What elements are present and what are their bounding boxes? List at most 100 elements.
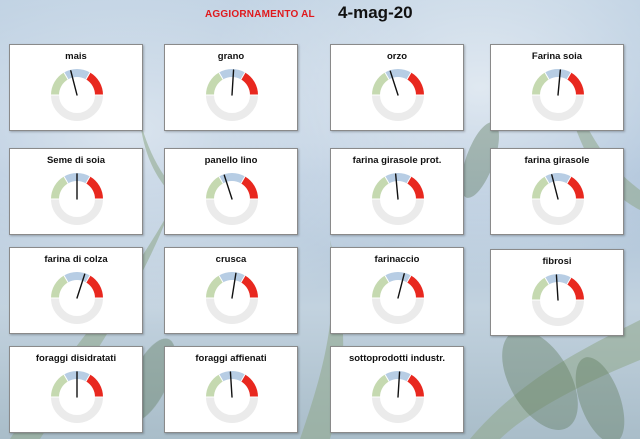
gauge-needle bbox=[397, 273, 405, 299]
gauge-zone-red bbox=[85, 176, 103, 200]
gauge-title: panello lino bbox=[204, 155, 258, 166]
gauge-zone-red bbox=[406, 72, 424, 96]
gauge-ring-lower bbox=[372, 297, 424, 324]
gauge-separator bbox=[63, 275, 69, 283]
gauge-title: farina girasole bbox=[524, 155, 590, 166]
gauge-ring-lower bbox=[51, 297, 103, 324]
gauge-ring-lower bbox=[206, 198, 258, 225]
gauge-zone-blue bbox=[385, 371, 411, 382]
gauge-zone-blue bbox=[545, 274, 571, 285]
gauge-title: Seme di soia bbox=[46, 155, 106, 166]
gauge-needle bbox=[394, 173, 399, 200]
gauge-zone-green bbox=[532, 277, 550, 301]
gauge-zone-red bbox=[240, 72, 258, 96]
gauge-card-grano: grano bbox=[164, 44, 298, 131]
gauge-zone-green bbox=[532, 176, 550, 200]
gauge-separator bbox=[240, 176, 246, 184]
gauge-dial bbox=[206, 69, 258, 121]
gauge-separator bbox=[406, 72, 412, 80]
gauge-title: farina girasole prot. bbox=[352, 155, 442, 166]
gauge-zone-green bbox=[532, 72, 550, 96]
gauge-separator bbox=[544, 176, 550, 184]
gauge-title: grano bbox=[217, 51, 245, 62]
gauge-zone-blue bbox=[64, 69, 90, 80]
gauge-title: farinaccio bbox=[374, 254, 420, 265]
gauge-needle bbox=[229, 371, 233, 398]
gauge-dial bbox=[372, 69, 424, 121]
gauge-card-seme-di-soia: Seme di soia bbox=[9, 148, 143, 235]
gauge-card-farina-girasole-prot: farina girasole prot. bbox=[330, 148, 464, 235]
gauge-title: foraggi affienati bbox=[195, 353, 267, 364]
gauge-dial bbox=[532, 173, 584, 225]
gauge-zone-blue bbox=[64, 272, 90, 283]
gauge-title: crusca bbox=[215, 254, 247, 265]
gauge-zone-red bbox=[566, 176, 584, 200]
gauge-zone-blue bbox=[385, 173, 411, 184]
gauge-needle bbox=[551, 174, 559, 200]
gauge-ring-lower bbox=[206, 94, 258, 121]
gauge-ring-lower bbox=[206, 396, 258, 423]
gauge-dial bbox=[372, 272, 424, 324]
gauge-dial bbox=[532, 274, 584, 326]
gauge-title: fibrosi bbox=[542, 256, 572, 267]
gauge-ring-lower bbox=[206, 297, 258, 324]
gauge-separator bbox=[566, 176, 572, 184]
gauge-title: foraggi disidratati bbox=[35, 353, 117, 364]
gauge-zone-green bbox=[51, 275, 69, 299]
gauge-zone-green bbox=[206, 275, 224, 299]
gauge-dial bbox=[51, 173, 103, 225]
gauge-zone-red bbox=[566, 277, 584, 301]
gauge-zone-red bbox=[406, 275, 424, 299]
gauge-zone-red bbox=[240, 275, 258, 299]
gauge-zone-green bbox=[206, 374, 224, 398]
gauge-separator bbox=[218, 176, 224, 184]
gauge-card-farinaccio: farinaccio bbox=[330, 247, 464, 334]
gauge-zone-blue bbox=[219, 272, 245, 283]
gauge-dial bbox=[51, 69, 103, 121]
gauge-zone-red bbox=[566, 72, 584, 96]
gauge-separator bbox=[240, 72, 246, 80]
gauge-needle bbox=[231, 272, 237, 299]
gauge-needle bbox=[557, 69, 562, 96]
gauge-dial bbox=[206, 272, 258, 324]
gauge-ring-lower bbox=[532, 198, 584, 225]
gauge-separator bbox=[406, 275, 412, 283]
gauge-ring-lower bbox=[372, 94, 424, 121]
gauge-zone-green bbox=[51, 374, 69, 398]
gauge-separator bbox=[85, 374, 91, 382]
gauge-separator bbox=[218, 275, 224, 283]
gauge-separator bbox=[384, 275, 390, 283]
gauge-ring-lower bbox=[51, 396, 103, 423]
gauge-separator bbox=[63, 176, 69, 184]
gauge-card-orzo: orzo bbox=[330, 44, 464, 131]
gauge-needle bbox=[389, 70, 399, 96]
gauge-separator bbox=[240, 374, 246, 382]
gauge-ring-lower bbox=[51, 94, 103, 121]
gauge-zone-green bbox=[372, 374, 390, 398]
gauge-card-crusca: crusca bbox=[164, 247, 298, 334]
gauge-card-fibrosi: fibrosi bbox=[490, 249, 624, 336]
gauge-zone-blue bbox=[219, 371, 245, 382]
gauge-dial bbox=[51, 371, 103, 423]
gauge-card-farina-girasole: farina girasole bbox=[490, 148, 624, 235]
gauge-ring-lower bbox=[372, 198, 424, 225]
gauge-zone-green bbox=[372, 176, 390, 200]
gauge-zone-red bbox=[240, 374, 258, 398]
gauge-separator bbox=[218, 72, 224, 80]
gauge-card-sottoprodotti-industr: sottoprodotti industr. bbox=[330, 346, 464, 433]
header-bar: AGGIORNAMENTO AL 4-mag-20 bbox=[0, 0, 640, 30]
gauge-zone-red bbox=[240, 176, 258, 200]
gauge-zone-blue bbox=[219, 69, 245, 80]
gauge-separator bbox=[240, 275, 246, 283]
gauge-zone-red bbox=[406, 374, 424, 398]
gauge-zone-blue bbox=[385, 272, 411, 283]
gauge-separator bbox=[406, 176, 412, 184]
gauge-card-foraggi-disidratati: foraggi disidratati bbox=[9, 346, 143, 433]
gauge-zone-green bbox=[51, 72, 69, 96]
gauge-needle bbox=[231, 69, 235, 96]
gauge-separator bbox=[566, 72, 572, 80]
gauge-card-farina-di-colza: farina di colza bbox=[9, 247, 143, 334]
gauge-separator bbox=[566, 277, 572, 285]
gauge-dial bbox=[372, 371, 424, 423]
gauge-zone-green bbox=[372, 275, 390, 299]
